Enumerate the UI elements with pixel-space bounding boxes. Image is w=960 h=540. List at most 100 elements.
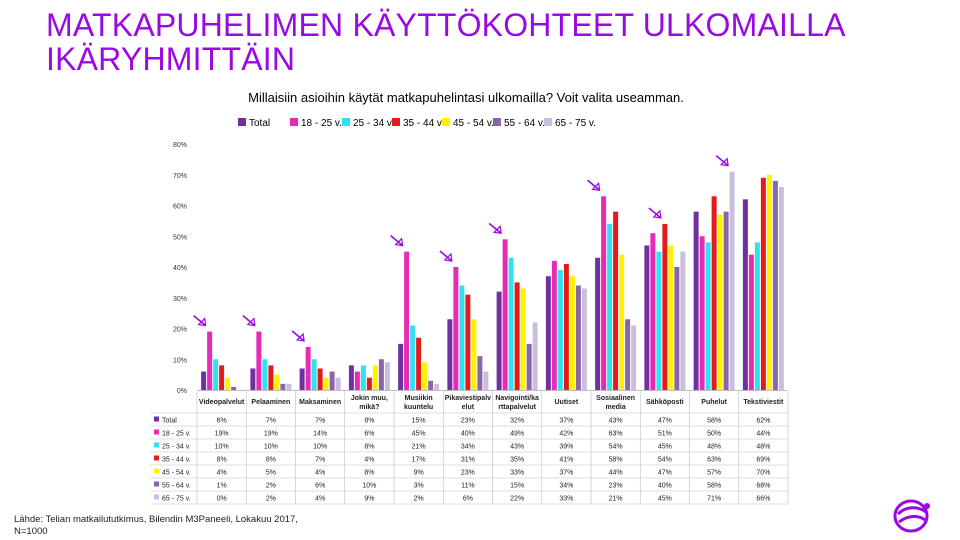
bar-maksaminen-25-34-v <box>311 359 317 390</box>
bar-navigointi-karttapalvelut-total <box>496 291 502 390</box>
bar-tekstiviestit-25-34-v <box>754 242 760 390</box>
table-cell: 4% <box>217 470 227 477</box>
y-tick-label: 80% <box>173 142 187 149</box>
bar-sosiaalinen-media-65-75-v <box>631 325 637 390</box>
table-cell: 23% <box>461 418 475 425</box>
source-line-2: N=1000 <box>14 526 48 537</box>
bar-tekstiviestit-65-75-v <box>778 187 784 390</box>
category-label: Uutiset <box>555 399 579 406</box>
bar-maksaminen-65-75-v <box>335 377 341 390</box>
table-cell: 44% <box>609 470 623 477</box>
y-tick-label: 10% <box>173 357 187 364</box>
table-cell: 48% <box>756 444 770 451</box>
bar-puhelut-total <box>693 211 699 390</box>
bar-sähköposti-55-64-v <box>674 267 680 390</box>
category-label: kuuntelu <box>404 404 433 411</box>
bar-sosiaalinen-media-total <box>595 257 601 390</box>
bar-videopalvelut-18-25-v <box>207 331 213 390</box>
legend-swatch <box>442 118 450 126</box>
table-cell: 49% <box>510 431 524 438</box>
table-cell: 33% <box>510 470 524 477</box>
bar-jokin-muu-mikä-35-44-v <box>366 377 372 390</box>
bar-maksaminen-35-44-v <box>317 368 323 390</box>
table-cell: 17% <box>412 457 426 464</box>
bar-puhelut-55-64-v <box>723 211 729 390</box>
bar-pikaviestipalvelut-18-25-v <box>453 267 459 390</box>
bar-sähköposti-total <box>644 245 650 390</box>
bar-jokin-muu-mikä-18-25-v <box>354 371 360 390</box>
legend-label: 55 - 64 v. <box>504 118 545 129</box>
table-row-label: 18 - 25 v. <box>162 431 191 438</box>
table-cell: 6% <box>463 496 473 503</box>
table-cell: 42% <box>559 431 573 438</box>
bar-puhelut-18-25-v <box>699 236 705 390</box>
bar-tekstiviestit-18-25-v <box>748 254 754 390</box>
highlight-arrow-videopalvelut <box>193 314 207 327</box>
table-cell: 7% <box>315 418 325 425</box>
table-row-swatch <box>154 468 159 474</box>
source-line-1: Lähde: Telian matkailututkimus, Bilendin… <box>14 514 298 525</box>
highlight-arrowhead-sosiaalinen-media <box>591 182 601 191</box>
table-cell: 45% <box>658 496 672 503</box>
table-cell: 40% <box>658 483 672 490</box>
bar-pelaaminen-18-25-v <box>256 331 262 390</box>
bar-navigointi-karttapalvelut-25-34-v <box>508 257 514 390</box>
bar-maksaminen-total <box>299 368 305 390</box>
category-label: Pikaviestipalv <box>445 395 491 402</box>
table-cell: 10% <box>313 444 327 451</box>
bar-puhelut-45-54-v <box>717 214 723 390</box>
bar-puhelut-65-75-v <box>729 171 735 390</box>
bar-maksaminen-55-64-v <box>329 371 335 390</box>
bar-navigointi-karttapalvelut-45-54-v <box>520 288 526 390</box>
table-cell: 4% <box>315 496 325 503</box>
y-tick-label: 50% <box>173 234 187 241</box>
legend-label: 65 - 75 v. <box>555 118 596 129</box>
bar-pelaaminen-total <box>250 368 256 390</box>
legend-swatch <box>392 118 400 126</box>
bar-uutiset-18-25-v <box>551 260 557 390</box>
bar-musiikin-kuuntelu-65-75-v <box>434 383 440 390</box>
table-cell: 57% <box>707 470 721 477</box>
bar-sähköposti-25-34-v <box>656 251 662 390</box>
table-cell: 47% <box>658 470 672 477</box>
table-cell: 0% <box>217 496 227 503</box>
bar-pikaviestipalvelut-55-64-v <box>477 356 483 390</box>
bar-sähköposti-35-44-v <box>662 223 668 390</box>
legend-swatch <box>290 118 298 126</box>
table-cell: 68% <box>756 483 770 490</box>
highlight-arrow-sähköposti <box>648 207 662 219</box>
bar-musiikin-kuuntelu-25-34-v <box>410 325 416 390</box>
table-row-swatch <box>154 481 159 487</box>
table-row-label: 25 - 34 v. <box>162 444 191 451</box>
table-cell: 45% <box>658 444 672 451</box>
highlight-arrow-pelaaminen <box>242 314 256 327</box>
table-cell: 48% <box>707 444 721 451</box>
highlight-arrows <box>193 155 729 342</box>
bar-jokin-muu-mikä-45-54-v <box>372 365 378 390</box>
bar-sosiaalinen-media-55-64-v <box>625 319 631 390</box>
highlight-arrow-navigointi-karttapalvelut <box>488 222 502 234</box>
bar-pikaviestipalvelut-25-34-v <box>459 285 465 390</box>
table-cell: 19% <box>264 431 278 438</box>
category-label: Videopalvelut <box>199 399 245 406</box>
bar-sosiaalinen-media-35-44-v <box>613 211 619 390</box>
bar-sosiaalinen-media-25-34-v <box>607 223 613 390</box>
bar-tekstiviestit-45-54-v <box>766 174 772 390</box>
category-label: Maksaminen <box>299 399 341 406</box>
chart-legend: Total 18 - 25 v. 25 - 34 v. 35 - 44 v. 45 - … <box>238 118 596 129</box>
highlight-arrow-pikaviestipalvelut <box>439 250 453 262</box>
legend-swatch <box>544 118 552 126</box>
category-label: Sosiaalinen <box>596 395 635 402</box>
legend-label: Total <box>249 118 270 129</box>
table-row-swatch <box>154 455 159 461</box>
bar-navigointi-karttapalvelut-35-44-v <box>514 282 520 390</box>
telia-pebble-icon <box>893 499 930 533</box>
table-cell: 6% <box>315 483 325 490</box>
bars <box>201 171 784 390</box>
bar-pelaaminen-65-75-v <box>286 383 292 390</box>
bar-puhelut-25-34-v <box>705 242 711 390</box>
bar-navigointi-karttapalvelut-65-75-v <box>532 322 538 390</box>
y-tick-label: 0% <box>177 388 187 395</box>
bar-sähköposti-18-25-v <box>650 233 656 390</box>
table-cell: 63% <box>609 431 623 438</box>
